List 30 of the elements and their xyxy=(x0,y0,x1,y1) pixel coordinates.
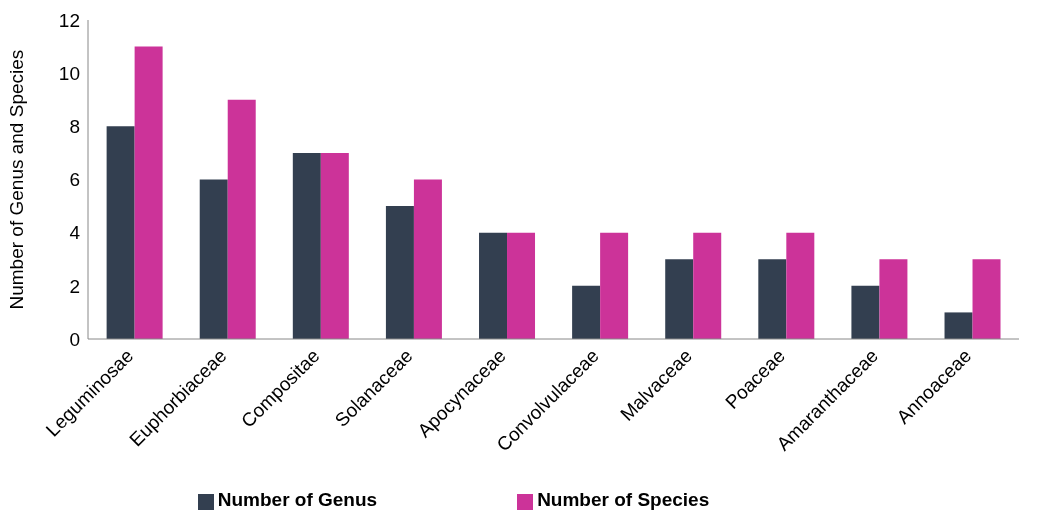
legend-label: Number of Species xyxy=(537,489,710,510)
bar xyxy=(320,152,349,339)
bar xyxy=(413,179,442,339)
bar xyxy=(292,152,321,339)
y-tick-label: 0 xyxy=(69,328,80,350)
bar xyxy=(972,259,1001,339)
bar xyxy=(134,46,163,339)
bar xyxy=(693,232,722,339)
y-tick-label: 10 xyxy=(58,62,80,84)
bar xyxy=(479,232,508,339)
y-tick-label: 6 xyxy=(69,169,80,191)
bar xyxy=(507,232,536,339)
y-tick-label: 2 xyxy=(69,275,80,297)
bar xyxy=(944,312,973,339)
bar xyxy=(851,285,880,339)
bar xyxy=(227,99,256,339)
bar xyxy=(106,126,135,339)
bar xyxy=(758,259,787,339)
legend-label: Number of Genus xyxy=(217,489,378,510)
bar xyxy=(665,259,694,339)
y-axis-title: Number of Genus and Species xyxy=(5,49,27,310)
y-tick-label: 4 xyxy=(69,222,81,244)
y-tick-label: 8 xyxy=(69,116,80,138)
bar xyxy=(572,285,601,339)
bar xyxy=(786,232,815,339)
y-tick-label: 12 xyxy=(58,9,80,31)
bar xyxy=(385,206,414,339)
bar xyxy=(199,179,228,339)
bar xyxy=(600,232,629,339)
bar xyxy=(879,259,908,339)
